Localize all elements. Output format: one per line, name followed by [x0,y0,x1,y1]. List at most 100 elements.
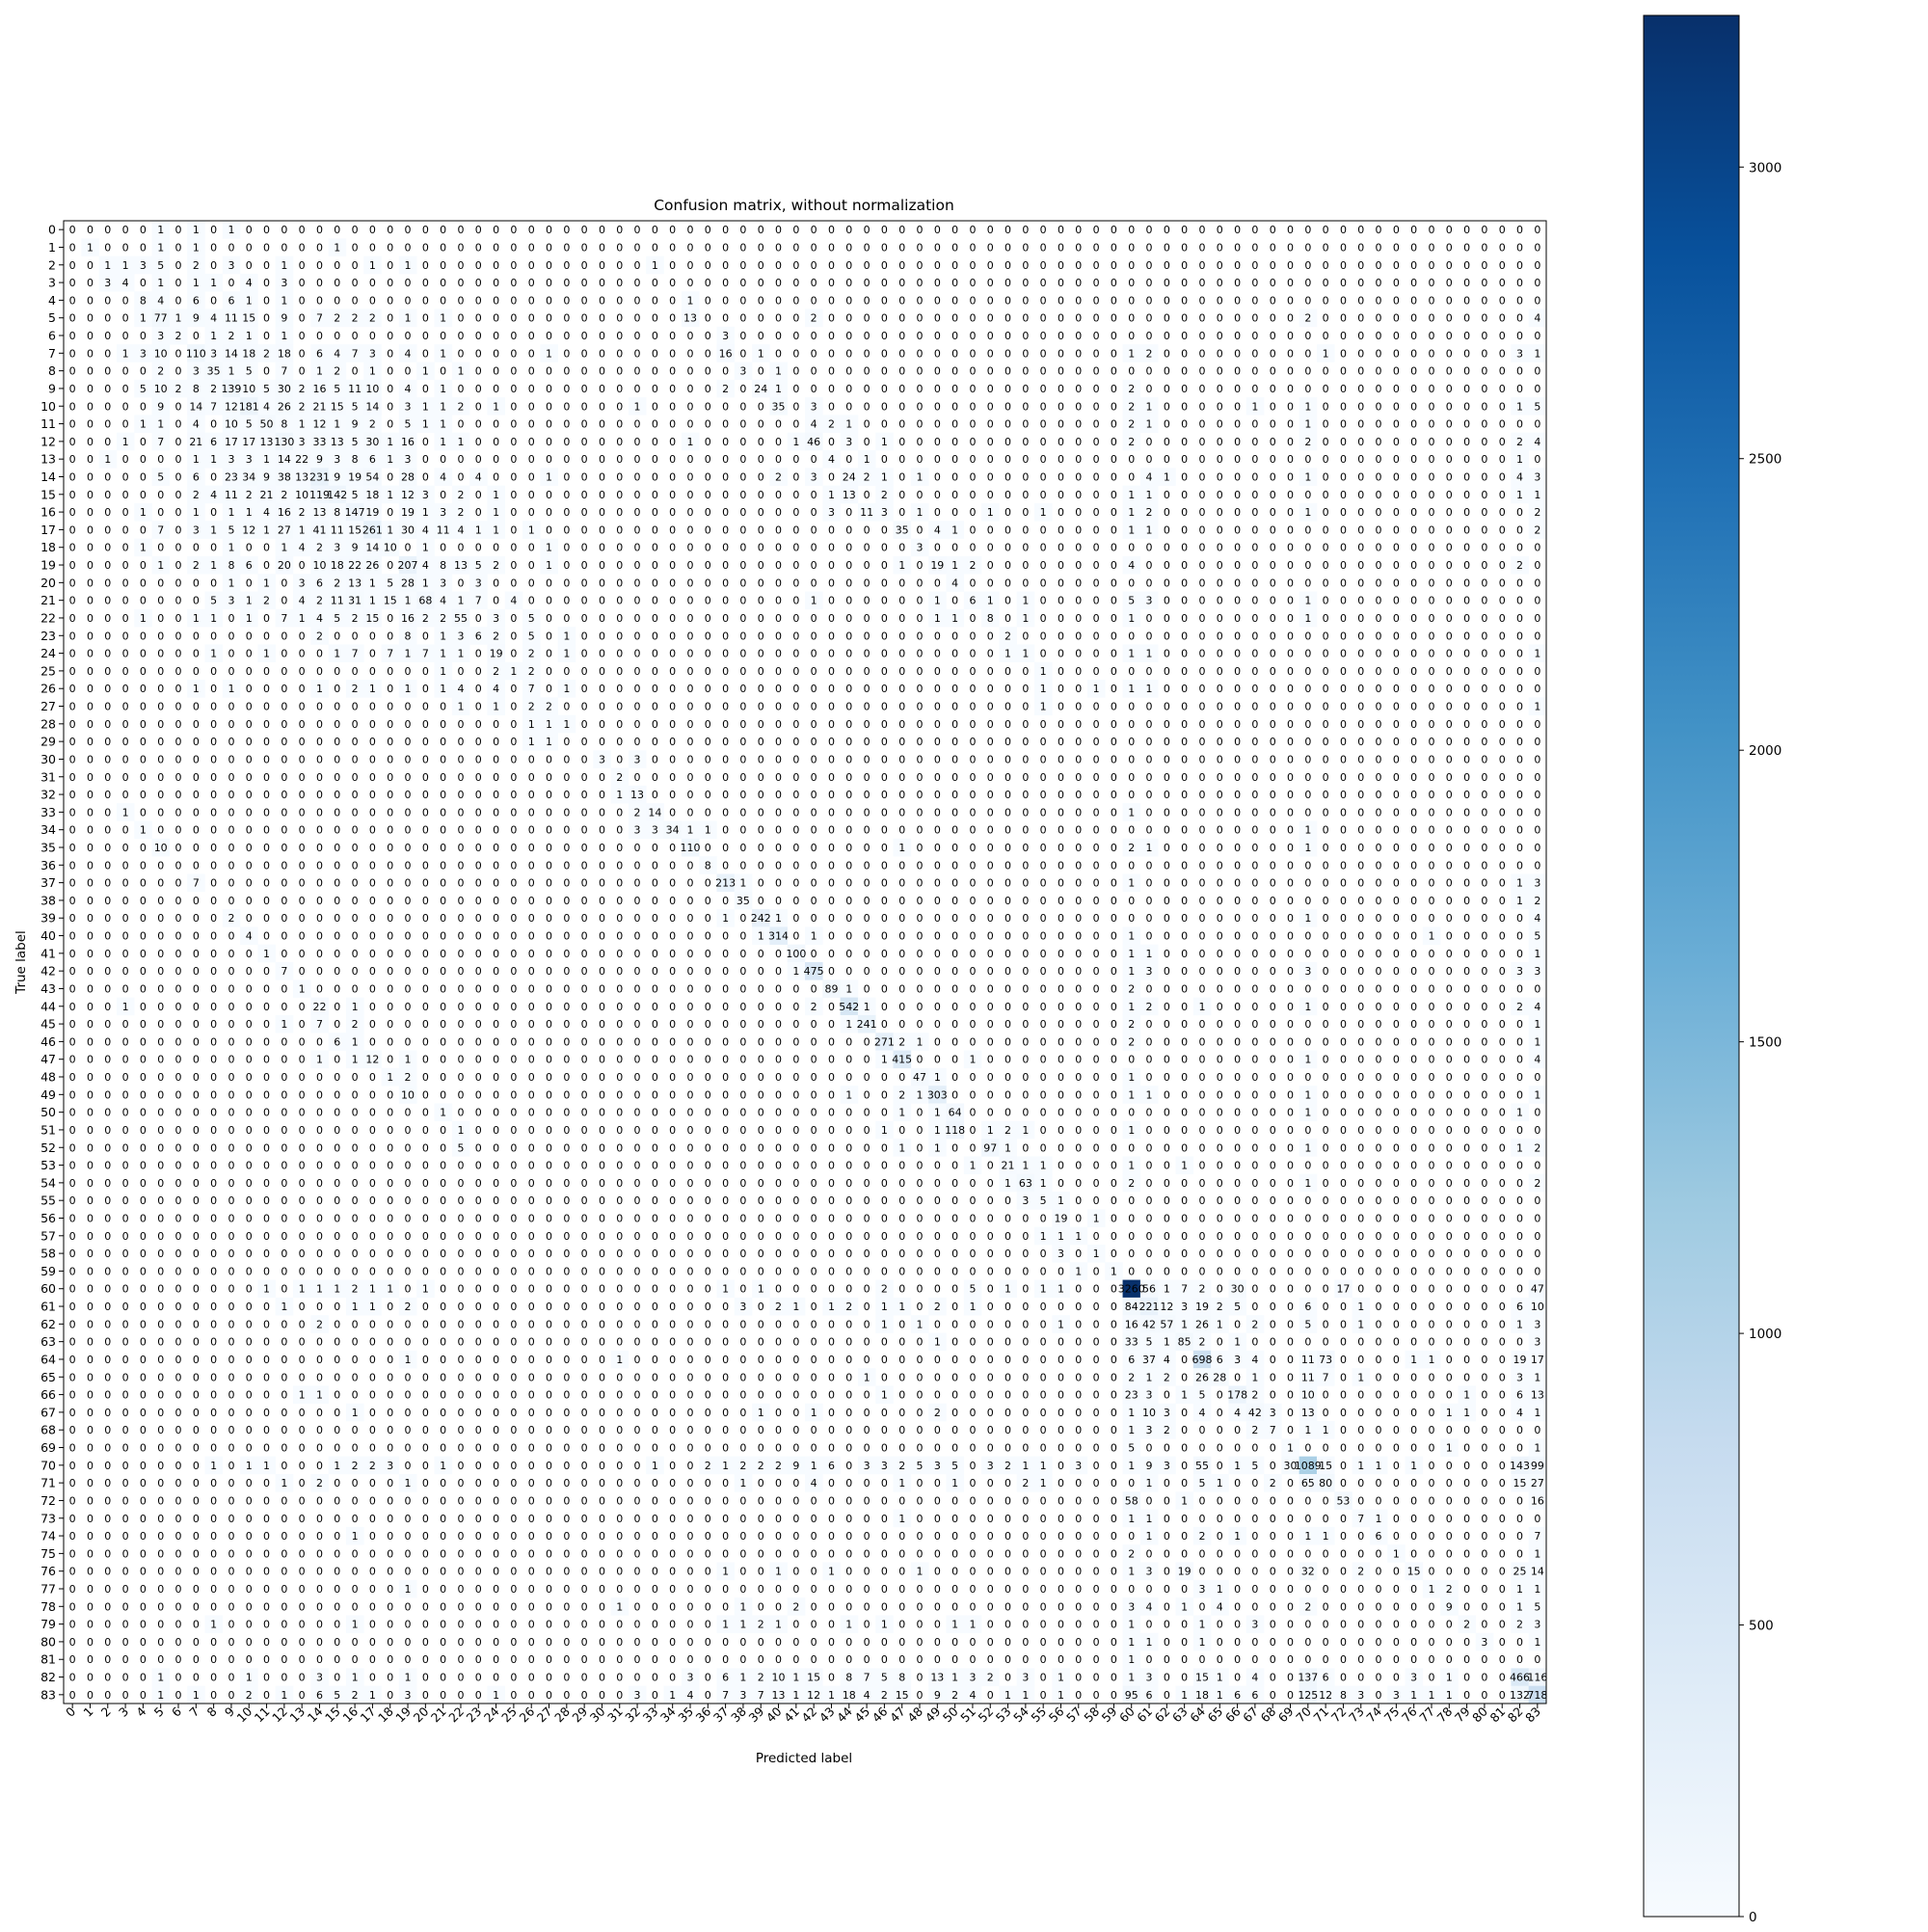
matrix-cell-label: 0 [951,330,958,342]
matrix-cell-label: 0 [1058,912,1064,925]
matrix-cell-label: 0 [1376,948,1382,960]
matrix-cell-label: 0 [510,259,517,272]
matrix-cell-label: 0 [87,753,94,765]
matrix-cell-label: 0 [210,418,217,431]
matrix-cell-label: 1 [1128,489,1135,501]
matrix-cell-label: 1 [228,542,234,554]
matrix-cell-label: 0 [739,912,746,925]
matrix-cell-label: 0 [475,665,482,678]
matrix-cell-label: 0 [1446,842,1453,854]
matrix-cell-label: 1 [228,365,234,378]
matrix-cell-label: 0 [1463,470,1470,483]
matrix-cell-label: 0 [281,595,287,607]
matrix-cell-label: 0 [1075,347,1082,360]
matrix-cell-label: 1 [157,418,164,431]
matrix-cell-label: 0 [987,418,994,431]
matrix-cell-label: 0 [581,753,588,765]
matrix-cell-label: 0 [987,965,994,978]
matrix-cell-label: 0 [210,701,217,713]
matrix-cell-label: 0 [369,736,376,748]
matrix-cell-label: 0 [334,948,340,960]
matrix-cell-label: 0 [686,400,693,413]
matrix-cell-label: 0 [951,859,958,872]
matrix-cell-label: 0 [1287,294,1294,307]
matrix-cell-label: 0 [1463,241,1470,254]
matrix-cell-label: 0 [510,1001,517,1013]
matrix-cell [257,415,277,434]
matrix-cell [151,326,171,345]
matrix-cell-label: 0 [1499,470,1506,483]
matrix-cell-label: 0 [422,982,429,995]
matrix-cell-label: 0 [917,824,924,837]
matrix-cell-label: 0 [1323,771,1329,784]
matrix-cell-label: 0 [140,648,147,660]
matrix-cell-label: 0 [652,736,658,748]
matrix-cell-label: 0 [1446,1018,1453,1031]
matrix-cell-label: 0 [1323,241,1329,254]
matrix-cell-label: 1 [1146,400,1153,413]
matrix-cell-label: 2 [334,312,340,325]
matrix-cell-label: 0 [951,824,958,837]
matrix-cell-label: 0 [1164,365,1170,378]
matrix-cell-label: 0 [1040,612,1047,625]
matrix-cell-label: 0 [1463,842,1470,854]
matrix-cell-label: 0 [1251,824,1258,837]
matrix-cell-label: 0 [1058,523,1064,536]
matrix-cell-label: 0 [1428,595,1434,607]
matrix-cell-label: 0 [422,241,429,254]
matrix-cell-label: 1 [792,965,799,978]
matrix-cell-label: 0 [1004,400,1011,413]
matrix-cell-label: 0 [1481,224,1487,236]
matrix-cell [240,273,258,292]
matrix-cell-label: 4 [1534,436,1540,448]
matrix-cell-label: 0 [475,718,482,731]
matrix-cell-label: 0 [440,771,446,784]
matrix-cell-label: 0 [1270,877,1276,890]
matrix-cell-label: 0 [1410,612,1417,625]
matrix-cell-label: 0 [792,259,799,272]
matrix-cell-label: 0 [69,806,76,818]
matrix-cell-label: 0 [1323,418,1329,431]
matrix-cell-label: 0 [263,982,270,995]
matrix-cell-label: 0 [1164,347,1170,360]
matrix-cell-label: 0 [705,965,711,978]
matrix-cell-label: 0 [493,542,499,554]
matrix-cell-label: 0 [263,806,270,818]
matrix-cell-label: 0 [1234,648,1241,660]
matrix-cell-label: 0 [528,241,535,254]
matrix-cell-label: 0 [1146,241,1153,254]
matrix-cell-label: 0 [140,453,147,466]
matrix-cell-label: 0 [1181,418,1188,431]
matrix-cell-label: 30 [365,436,379,448]
matrix-cell-label: 0 [1164,1035,1170,1048]
matrix-cell-label: 0 [1270,259,1276,272]
matrix-cell-label: 0 [898,930,905,943]
matrix-cell-label: 0 [140,912,147,925]
matrix-cell-label: 0 [1481,665,1487,678]
matrix-cell-label: 1 [1146,418,1153,431]
matrix-cell-label: 0 [828,542,835,554]
matrix-cell-label: 0 [951,347,958,360]
matrix-cell-label: 0 [1022,877,1029,890]
matrix-cell-label: 0 [1323,559,1329,572]
matrix-cell-label: 0 [1393,383,1400,395]
matrix-cell-label: 0 [1234,982,1241,995]
matrix-cell-label: 3 [228,453,234,466]
matrix-cell-label: 0 [1270,436,1276,448]
matrix-cell-label: 6 [210,436,217,448]
matrix-cell [293,415,311,434]
matrix-cell-label: 0 [1111,1054,1117,1066]
matrix-cell-label: 0 [581,789,588,801]
matrix-cell-label: 0 [175,771,182,784]
matrix-cell-label: 14 [648,806,661,818]
matrix-cell-label: 0 [1463,1035,1470,1048]
matrix-cell-label: 0 [510,1035,517,1048]
matrix-cell-label: 8 [705,859,711,872]
matrix-cell-label: 0 [457,859,464,872]
matrix-cell-label: 0 [1251,347,1258,360]
matrix-cell-label: 0 [1323,506,1329,519]
matrix-cell-label: 0 [969,542,976,554]
matrix-cell-label: 0 [969,789,976,801]
matrix-cell-label: 0 [1534,259,1540,272]
matrix-cell-label: 2 [193,259,200,272]
